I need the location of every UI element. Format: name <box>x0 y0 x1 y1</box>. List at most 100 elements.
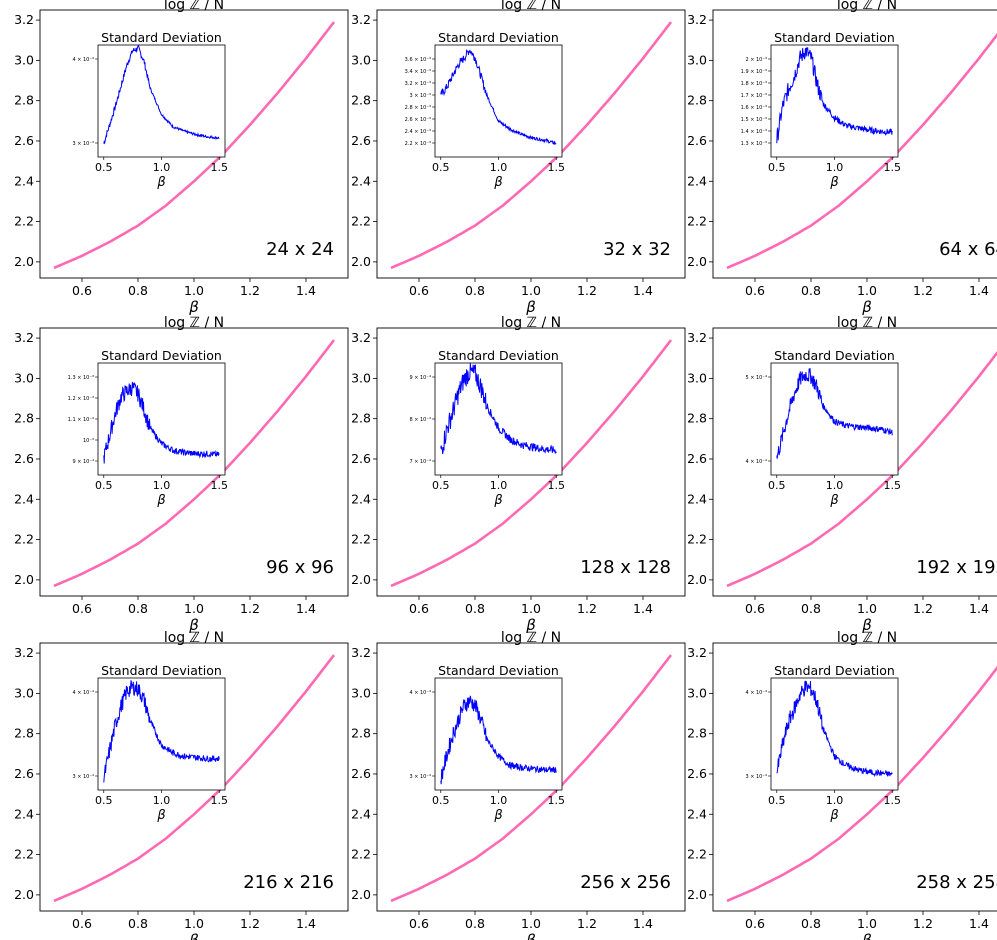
y-tick-label: 3.0 <box>687 685 707 700</box>
inset-x-tick-label: 0.5 <box>432 479 450 492</box>
inset-x-tick-label: 1.0 <box>826 794 844 807</box>
y-tick-label: 2.0 <box>14 254 34 269</box>
lattice-size-label: 192 x 192 <box>916 557 997 578</box>
subplot-3: log ℤ / N 0.6 0.8 1.0 1.2 1.4 2.0 2.2 2.4 2.6 2.8 3… <box>687 0 997 316</box>
x-tick-label: 1.2 <box>913 916 933 931</box>
inset-x-axis-label: β <box>829 808 838 823</box>
inset-y-tick-label: 3 × 10⁻³ <box>72 141 94 147</box>
y-tick-label: 2.8 <box>351 411 371 426</box>
x-tick-label: 1.4 <box>969 601 989 616</box>
log-z-series-line <box>53 654 336 903</box>
y-tick-label: 2.4 <box>351 491 371 506</box>
inset-y-tick-label: 9 × 10⁻⁴ <box>72 459 94 465</box>
y-tick-label: 2.2 <box>351 847 371 862</box>
log-z-series-line <box>53 339 336 588</box>
inset-y-tick-label: 2 × 10⁻³ <box>745 57 767 63</box>
x-tick-label: 1.4 <box>633 601 653 616</box>
inset-std-dev: Standard Deviation 0.5 1.0 1.5 β 9 × 10⁻⁴ 8 × … <box>409 348 565 508</box>
y-tick-label: 3.2 <box>351 330 371 345</box>
log-z-series-line <box>726 32 997 270</box>
inset-title: Standard Deviation <box>438 663 559 678</box>
inset-x-tick-label: 0.5 <box>432 161 450 174</box>
inset-x-axis-label: β <box>493 493 502 508</box>
x-tick-label: 1.0 <box>521 916 541 931</box>
inset-y-tick-label: 4 × 10⁻⁴ <box>745 459 767 465</box>
x-tick-label: 1.0 <box>521 283 541 298</box>
subplot-title: log ℤ / N <box>837 630 897 646</box>
lattice-size-label: 216 x 216 <box>243 872 334 893</box>
y-tick-label: 2.6 <box>351 451 371 466</box>
subplot-9: log ℤ / N 0.6 0.8 1.0 1.2 1.4 2.0 2.2 2.4 2.6 2.8 3… <box>687 630 997 940</box>
inset-y-tick-label: 3 × 10⁻³ <box>409 93 431 99</box>
inset-y-tick-label: 9 × 10⁻⁴ <box>409 375 431 381</box>
x-tick-label: 1.2 <box>577 283 597 298</box>
y-tick-label: 2.4 <box>687 806 707 821</box>
subplot-title: log ℤ / N <box>501 0 561 13</box>
inset-y-tick-label: 1.3 × 10⁻³ <box>741 141 767 147</box>
x-tick-label: 0.6 <box>409 601 429 616</box>
inset-y-tick-label: 1.4 × 10⁻³ <box>741 129 767 135</box>
y-tick-label: 3.0 <box>14 685 34 700</box>
x-tick-label: 1.4 <box>633 916 653 931</box>
subplot-1: log ℤ / N 0.6 0.8 1.0 1.2 1.4 2.0 2.2 2.4 2.6 2.8 3… <box>14 0 349 316</box>
log-z-series-line <box>390 654 673 903</box>
y-tick-label: 2.6 <box>14 766 34 781</box>
y-tick-label: 3.2 <box>351 12 371 27</box>
x-axis-label: β <box>861 616 872 634</box>
y-tick-label: 3.2 <box>14 645 34 660</box>
inset-frame <box>434 362 563 476</box>
x-axis-label: β <box>525 298 536 316</box>
inset-title: Standard Deviation <box>101 30 222 45</box>
subplot-title: log ℤ / N <box>501 630 561 646</box>
x-tick-label: 1.2 <box>240 601 260 616</box>
x-tick-label: 1.4 <box>296 601 316 616</box>
subplot-title: log ℤ / N <box>837 0 897 13</box>
x-tick-label: 0.8 <box>465 283 485 298</box>
inset-title: Standard Deviation <box>101 663 222 678</box>
x-tick-label: 0.6 <box>72 601 92 616</box>
y-tick-label: 3.0 <box>14 370 34 385</box>
subplot-7: log ℤ / N 0.6 0.8 1.0 1.2 1.4 2.0 2.2 2.4 2.6 2.8 3… <box>14 630 349 940</box>
y-tick-label: 2.0 <box>687 572 707 587</box>
inset-x-tick-label: 1.5 <box>547 794 565 807</box>
x-tick-label: 1.2 <box>577 916 597 931</box>
std-dev-series-line <box>776 680 893 778</box>
y-tick-label: 3.2 <box>687 12 707 27</box>
inset-x-tick-label: 0.5 <box>768 161 786 174</box>
y-tick-label: 2.8 <box>14 411 34 426</box>
x-tick-label: 1.0 <box>857 601 877 616</box>
inset-x-axis-label: β <box>156 175 165 190</box>
inset-y-tick-label: 1.3 × 10⁻³ <box>68 375 94 381</box>
y-tick-label: 2.0 <box>687 254 707 269</box>
y-tick-label: 2.8 <box>14 726 34 741</box>
y-tick-label: 3.0 <box>687 370 707 385</box>
lattice-size-label: 128 x 128 <box>580 557 671 578</box>
inset-y-tick-label: 2.8 × 10⁻³ <box>405 105 431 111</box>
inset-x-tick-label: 0.5 <box>95 161 113 174</box>
y-tick-label: 2.0 <box>351 254 371 269</box>
y-tick-label: 3.0 <box>351 685 371 700</box>
inset-x-tick-label: 1.5 <box>547 161 565 174</box>
inset-y-tick-label: 4 × 10⁻⁴ <box>72 690 94 696</box>
std-dev-series-line <box>103 44 220 145</box>
x-tick-label: 1.2 <box>577 601 597 616</box>
x-tick-label: 0.8 <box>465 916 485 931</box>
log-z-series-line <box>390 339 673 588</box>
inset-x-axis-label: β <box>156 808 165 823</box>
y-tick-label: 2.2 <box>14 532 34 547</box>
y-tick-label: 3.2 <box>14 12 34 27</box>
y-tick-label: 2.6 <box>687 451 707 466</box>
inset-std-dev: Standard Deviation 0.5 1.0 1.5 β 1.3 × 10⁻³ 1.… <box>68 348 228 508</box>
log-z-series-line <box>390 21 673 270</box>
y-tick-label: 2.2 <box>351 532 371 547</box>
inset-title: Standard Deviation <box>438 348 559 363</box>
inset-x-tick-label: 1.0 <box>490 479 508 492</box>
inset-x-tick-label: 0.5 <box>432 794 450 807</box>
inset-y-tick-label: 3.2 × 10⁻³ <box>405 81 431 87</box>
y-tick-label: 3.0 <box>351 370 371 385</box>
lattice-size-label: 258 x 258 <box>916 872 997 893</box>
inset-y-tick-label: 1.8 × 10⁻³ <box>741 81 767 87</box>
y-tick-label: 3.0 <box>14 52 34 67</box>
inset-y-tick-label: 3.4 × 10⁻³ <box>405 69 431 75</box>
y-tick-label: 3.0 <box>687 52 707 67</box>
